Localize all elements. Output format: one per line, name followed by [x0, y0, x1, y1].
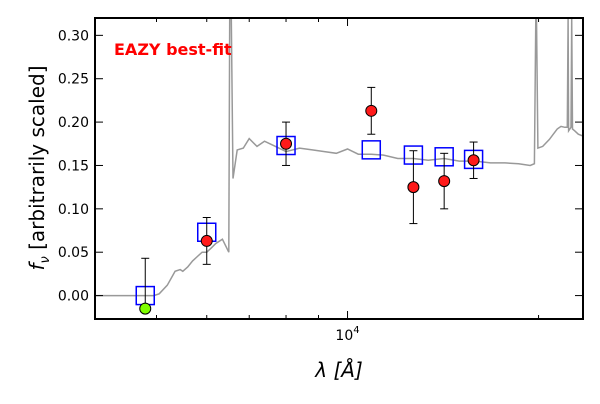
photometry-point: [280, 137, 293, 150]
y-tick-label: 0.30: [58, 28, 89, 44]
plot-frame: [94, 17, 584, 320]
y-tick-label: 0.25: [58, 72, 89, 88]
plot-area: [95, 18, 583, 315]
y-axis-suffix: [arbitrarily scaled]: [25, 65, 49, 256]
y-tick-label: 0.20: [58, 115, 89, 131]
annotation-label: EAZY best-fit: [114, 40, 232, 59]
x-axis-title: λ [Å]: [314, 358, 363, 382]
template-spectrum-line: [95, 18, 583, 297]
photometry-point: [407, 181, 420, 194]
photometry-point: [200, 234, 213, 247]
photometry-point: [365, 104, 378, 117]
y-axis-subscript: ν: [38, 256, 53, 263]
y-tick-label: 0.15: [58, 158, 89, 174]
x-axis-symbol: λ: [314, 358, 327, 382]
y-axis-title: fν [arbitrarily scaled]: [25, 65, 53, 270]
photometry-point: [438, 175, 451, 188]
y-tick-label: 0.05: [58, 245, 89, 261]
photometry-point: [467, 154, 480, 167]
nondetection-point: [139, 302, 152, 315]
x-tick-label: 104: [335, 325, 359, 344]
y-axis-symbol: f: [25, 261, 49, 271]
axis-ticks: 0.00 0.05 0.10 0.15 0.20 0.25 0.30 104: [58, 18, 583, 344]
x-axis-unit: [Å]: [333, 358, 362, 382]
y-tick-label: 0.10: [58, 202, 89, 218]
model-flux-box: [361, 140, 382, 160]
y-tick-label: 0.00: [58, 289, 89, 305]
